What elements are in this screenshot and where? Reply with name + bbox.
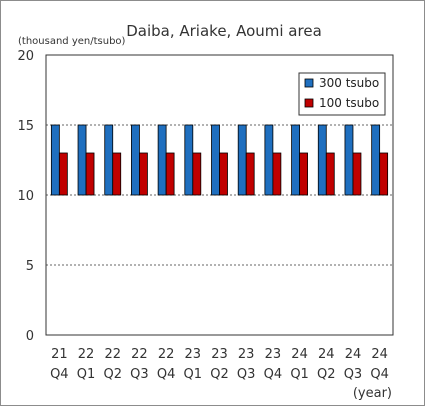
bar-100-tsubo-24-Q3 <box>352 152 362 196</box>
bar-300-tsubo-23-Q4 <box>264 124 274 196</box>
x-tick-label-quarter: Q2 <box>210 367 229 382</box>
bar-300-tsubo-22-Q3 <box>131 124 140 196</box>
bar-300-tsubo-22-Q4 <box>157 124 167 196</box>
x-tick-label-year: 22 <box>78 347 95 362</box>
y-tick-label-0: 0 <box>26 329 34 344</box>
x-tick-label-year: 22 <box>131 347 148 362</box>
bar-300-tsubo-22-Q1 <box>77 124 87 196</box>
x-tick-label-year: 24 <box>345 347 362 362</box>
legend-label-100-tsubo: 100 tsubo <box>319 96 379 110</box>
bar-100-tsubo-24-Q2 <box>325 152 335 196</box>
bars <box>50 124 389 196</box>
x-tick-label-year: 21 <box>51 347 68 362</box>
x-tick-label-year: 23 <box>211 347 228 362</box>
bar-100-tsubo-23-Q2 <box>219 152 228 196</box>
bar-300-tsubo-24-Q3 <box>344 124 354 196</box>
y-tick-label-10: 10 <box>17 189 34 204</box>
y-tick-label-20: 20 <box>17 49 34 64</box>
bar-300-tsubo-24-Q1 <box>291 124 300 196</box>
bar-100-tsubo-23-Q4 <box>272 152 282 196</box>
x-tick-label-quarter: Q1 <box>290 367 309 382</box>
bar-100-tsubo-24-Q1 <box>299 152 308 196</box>
x-tick-label-year: 22 <box>158 347 175 362</box>
x-tick-label-year: 24 <box>318 347 335 362</box>
legend-label-300-tsubo: 300 tsubo <box>319 76 379 90</box>
bar-100-tsubo-21-Q4 <box>58 152 68 196</box>
axes <box>45 54 394 336</box>
chart-title: Daiba, Ariake, Aoumi area <box>126 22 322 40</box>
bar-300-tsubo-23-Q2 <box>211 124 220 196</box>
bar-300-tsubo-23-Q1 <box>184 124 194 196</box>
bar-100-tsubo-22-Q1 <box>85 152 95 196</box>
x-tick-label-quarter: Q1 <box>184 367 203 382</box>
x-tick-labels: 21 Q4 22 Q1 22 Q2 22 Q3 22 Q4 23 Q1 23 Q2 23 Q3 23 Q4 24 Q1… <box>50 347 389 382</box>
y-tick-label-15: 15 <box>17 119 34 134</box>
y-tick-label-5: 5 <box>26 259 34 274</box>
plot-area-border <box>45 54 394 336</box>
x-tick-label-quarter: Q3 <box>130 367 149 382</box>
bar-100-tsubo-22-Q4 <box>165 152 175 196</box>
x-tick-label-year: 23 <box>185 347 202 362</box>
bar-300-tsubo-24-Q4 <box>371 124 381 196</box>
bar-300-tsubo-24-Q2 <box>317 124 327 196</box>
bar-100-tsubo-22-Q2 <box>112 152 122 196</box>
legend: 300 tsubo 100 tsubo <box>298 72 386 116</box>
x-axis-unit-label: (year) <box>353 386 392 401</box>
bar-100-tsubo-23-Q3 <box>245 152 255 196</box>
x-tick-label-quarter: Q2 <box>317 367 336 382</box>
bar-100-tsubo-22-Q3 <box>139 152 148 196</box>
x-tick-label-quarter: Q1 <box>77 367 96 382</box>
x-tick-label-quarter: Q3 <box>344 367 363 382</box>
bar-300-tsubo-23-Q3 <box>237 124 247 196</box>
x-tick-label-year: 23 <box>238 347 255 362</box>
x-tick-label-year: 22 <box>104 347 121 362</box>
bar-100-tsubo-24-Q4 <box>379 152 389 196</box>
x-tick-label-year: 24 <box>291 347 308 362</box>
x-tick-label-year: 24 <box>371 347 388 362</box>
x-tick-label-quarter: Q4 <box>264 367 283 382</box>
bar-300-tsubo-21-Q4 <box>50 124 60 196</box>
y-tick-labels: 0 5 10 15 20 <box>17 49 34 344</box>
x-tick-label-quarter: Q3 <box>237 367 256 382</box>
legend-swatch-100-tsubo <box>304 98 314 108</box>
y-axis-unit-label: (thousand yen/tsubo) <box>18 36 126 47</box>
x-tick-label-year: 23 <box>265 347 282 362</box>
bar-300-tsubo-22-Q2 <box>104 124 114 196</box>
x-tick-label-quarter: Q4 <box>50 367 69 382</box>
legend-swatch-300-tsubo <box>304 78 314 88</box>
bar-100-tsubo-23-Q1 <box>192 152 202 196</box>
x-tick-label-quarter: Q4 <box>370 367 389 382</box>
x-tick-label-quarter: Q2 <box>103 367 122 382</box>
x-tick-label-quarter: Q4 <box>157 367 176 382</box>
